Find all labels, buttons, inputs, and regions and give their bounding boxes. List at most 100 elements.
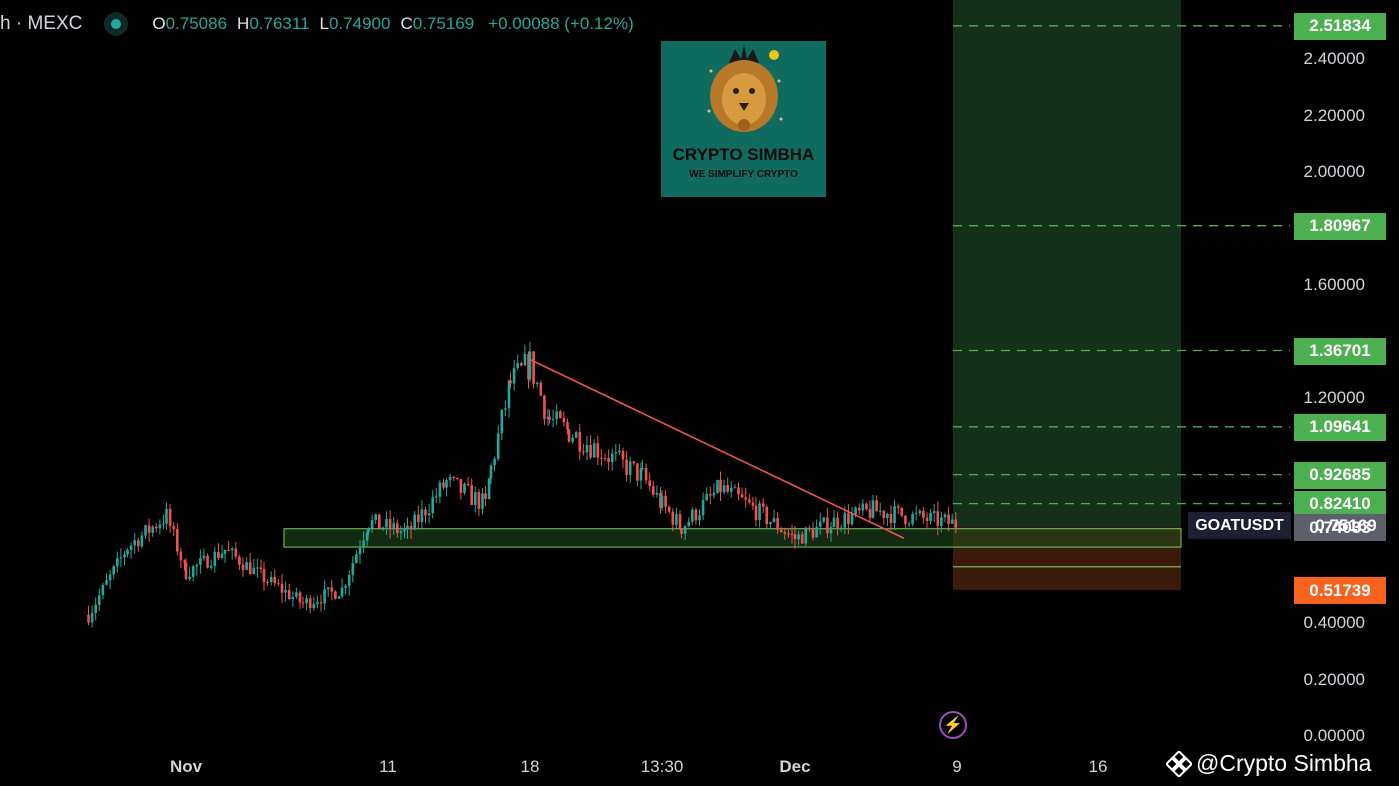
candle-body bbox=[90, 612, 94, 623]
candle-body bbox=[523, 354, 527, 366]
candle-body bbox=[527, 354, 530, 380]
candle-body bbox=[516, 363, 519, 369]
resistance-trendline bbox=[529, 358, 905, 539]
candle-body bbox=[220, 553, 224, 558]
candle-body bbox=[754, 505, 758, 521]
candle-body bbox=[918, 510, 922, 514]
entry-level-badge: 0.74033 bbox=[1294, 514, 1386, 542]
candle-body bbox=[947, 514, 950, 524]
candle-body bbox=[487, 478, 491, 499]
candle-body bbox=[431, 497, 434, 514]
candle-body bbox=[140, 535, 144, 547]
candle-body bbox=[904, 515, 907, 524]
candle-body bbox=[509, 380, 512, 384]
candle-body bbox=[800, 534, 804, 544]
candle-body bbox=[442, 482, 445, 488]
candle-body bbox=[199, 558, 202, 565]
watermark: @Crypto Simbha bbox=[1166, 750, 1371, 777]
candle-body bbox=[737, 487, 740, 495]
candle-body bbox=[427, 513, 431, 516]
price-tick-label: 1.20000 bbox=[1303, 387, 1365, 407]
candle-body bbox=[385, 518, 388, 528]
candle-body bbox=[298, 592, 302, 603]
price-tick-label: 2.40000 bbox=[1303, 49, 1365, 69]
candle-body bbox=[230, 548, 234, 551]
candle-body bbox=[459, 479, 463, 493]
candle-body bbox=[176, 528, 179, 552]
candle-body bbox=[532, 351, 535, 384]
candle-body bbox=[396, 523, 399, 533]
candle-body bbox=[551, 419, 555, 421]
candle-body bbox=[489, 465, 493, 479]
candle-body bbox=[162, 523, 165, 525]
candle-body bbox=[574, 432, 578, 438]
candle-body bbox=[914, 513, 918, 515]
candle-body bbox=[566, 422, 569, 430]
candle-body bbox=[183, 560, 186, 563]
candle-body bbox=[403, 529, 406, 532]
candle-body bbox=[950, 519, 954, 524]
candle-body bbox=[875, 500, 878, 512]
market-status-icon[interactable] bbox=[104, 12, 129, 36]
candle-body bbox=[496, 433, 500, 459]
candle-body bbox=[868, 509, 872, 518]
candle-body bbox=[94, 604, 97, 613]
candle-body bbox=[463, 483, 466, 493]
candle-body bbox=[172, 526, 175, 529]
candle-body bbox=[726, 485, 729, 492]
candle-body bbox=[168, 508, 172, 527]
candle-body bbox=[607, 458, 610, 462]
candle-body bbox=[184, 562, 188, 579]
candle-body bbox=[474, 492, 477, 506]
candle-body bbox=[358, 548, 362, 555]
candle-body bbox=[783, 532, 787, 534]
candle-body bbox=[312, 604, 316, 609]
candle-body bbox=[188, 576, 191, 579]
stop-level-badge: 0.51739 bbox=[1294, 577, 1386, 605]
candle-body bbox=[280, 584, 284, 593]
candle-body bbox=[826, 517, 829, 534]
candle-body bbox=[896, 506, 900, 508]
candle-body bbox=[730, 487, 733, 492]
candle-body bbox=[144, 525, 147, 536]
candle-body bbox=[158, 524, 162, 529]
candle-body bbox=[748, 499, 751, 503]
target-level-badge: 0.92685 bbox=[1294, 461, 1386, 489]
candle-body bbox=[847, 513, 850, 525]
candle-body bbox=[655, 493, 659, 495]
candle-body bbox=[900, 507, 904, 516]
candle-body bbox=[582, 451, 585, 453]
candle-body bbox=[687, 521, 690, 527]
target-level-badge: 1.09641 bbox=[1294, 413, 1386, 441]
candle-body bbox=[751, 502, 755, 506]
candle-body bbox=[351, 562, 355, 575]
candle-body bbox=[772, 518, 776, 523]
candle-body bbox=[234, 548, 238, 557]
price-tick-label: 2.00000 bbox=[1303, 162, 1365, 181]
target-level-badge: 1.80967 bbox=[1294, 212, 1386, 240]
candle-body bbox=[112, 566, 115, 575]
candle-body bbox=[592, 443, 596, 458]
candle-body bbox=[712, 492, 716, 496]
candle-body bbox=[123, 554, 126, 558]
target-level-badge: 2.51834 bbox=[1294, 12, 1386, 40]
candle-body bbox=[843, 513, 847, 528]
candle-body bbox=[438, 482, 442, 497]
candle-body bbox=[347, 574, 351, 586]
time-tick-label: 9 bbox=[952, 757, 962, 776]
candle-body bbox=[865, 503, 868, 510]
lightning-icon[interactable]: ⚡ bbox=[939, 711, 967, 739]
crypto-simbha-logo: CRYPTO SIMBHA WE SIMPLIFY CRYPTO bbox=[661, 41, 826, 197]
time-tick-label: 11 bbox=[379, 757, 397, 776]
symbol-label[interactable]: h · MEXC bbox=[0, 13, 83, 34]
candle-body bbox=[287, 590, 291, 600]
candle-body bbox=[378, 514, 381, 529]
candle-body bbox=[420, 509, 424, 522]
candle-body bbox=[722, 485, 726, 493]
candle-body bbox=[291, 596, 295, 600]
support-zone bbox=[283, 528, 1182, 548]
candle-body bbox=[241, 564, 245, 570]
candle-body bbox=[683, 526, 687, 534]
candle-body bbox=[555, 411, 558, 420]
